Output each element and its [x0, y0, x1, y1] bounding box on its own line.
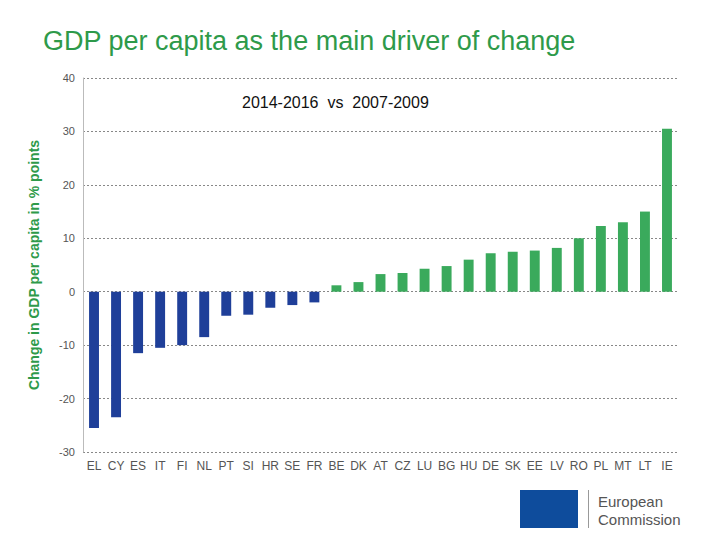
svg-text:RO: RO	[570, 459, 588, 473]
svg-text:PT: PT	[219, 459, 235, 473]
svg-text:HU: HU	[460, 459, 477, 473]
svg-text:EL: EL	[87, 459, 102, 473]
svg-text:20: 20	[63, 179, 75, 191]
svg-text:10: 10	[63, 232, 75, 244]
svg-text:-20: -20	[59, 393, 75, 405]
svg-text:40: 40	[63, 72, 75, 84]
svg-text:MT: MT	[614, 459, 632, 473]
svg-text:GDP per capita as the main dri: GDP per capita as the main driver of cha…	[43, 26, 575, 56]
svg-text:LT: LT	[638, 459, 652, 473]
svg-text:LV: LV	[550, 459, 564, 473]
svg-text:EE: EE	[527, 459, 543, 473]
svg-text:Commission: Commission	[598, 511, 681, 528]
svg-text:CY: CY	[108, 459, 125, 473]
svg-text:BG: BG	[438, 459, 455, 473]
svg-text:-30: -30	[59, 446, 75, 458]
svg-text:30: 30	[63, 125, 75, 137]
svg-text:2014-2016 vs 2007-2009: 2014-2016 vs 2007-2009	[242, 94, 429, 111]
svg-text:SK: SK	[505, 459, 521, 473]
svg-text:-10: -10	[59, 339, 75, 351]
svg-text:CZ: CZ	[395, 459, 411, 473]
svg-text:HR: HR	[262, 459, 280, 473]
svg-text:0: 0	[69, 286, 75, 298]
svg-text:FR: FR	[306, 459, 322, 473]
svg-text:IT: IT	[155, 459, 166, 473]
svg-text:FI: FI	[177, 459, 188, 473]
svg-text:SE: SE	[284, 459, 300, 473]
svg-text:DK: DK	[350, 459, 367, 473]
svg-text:European: European	[598, 493, 663, 510]
svg-text:SI: SI	[243, 459, 254, 473]
svg-text:IE: IE	[661, 459, 672, 473]
svg-text:AT: AT	[373, 459, 388, 473]
svg-text:BE: BE	[328, 459, 344, 473]
svg-text:NL: NL	[197, 459, 213, 473]
svg-text:Change in GDP per capita in %: Change in GDP per capita in % points	[26, 140, 42, 390]
svg-text:ES: ES	[130, 459, 146, 473]
svg-text:LU: LU	[417, 459, 432, 473]
svg-text:DE: DE	[482, 459, 499, 473]
svg-text:PL: PL	[594, 459, 609, 473]
